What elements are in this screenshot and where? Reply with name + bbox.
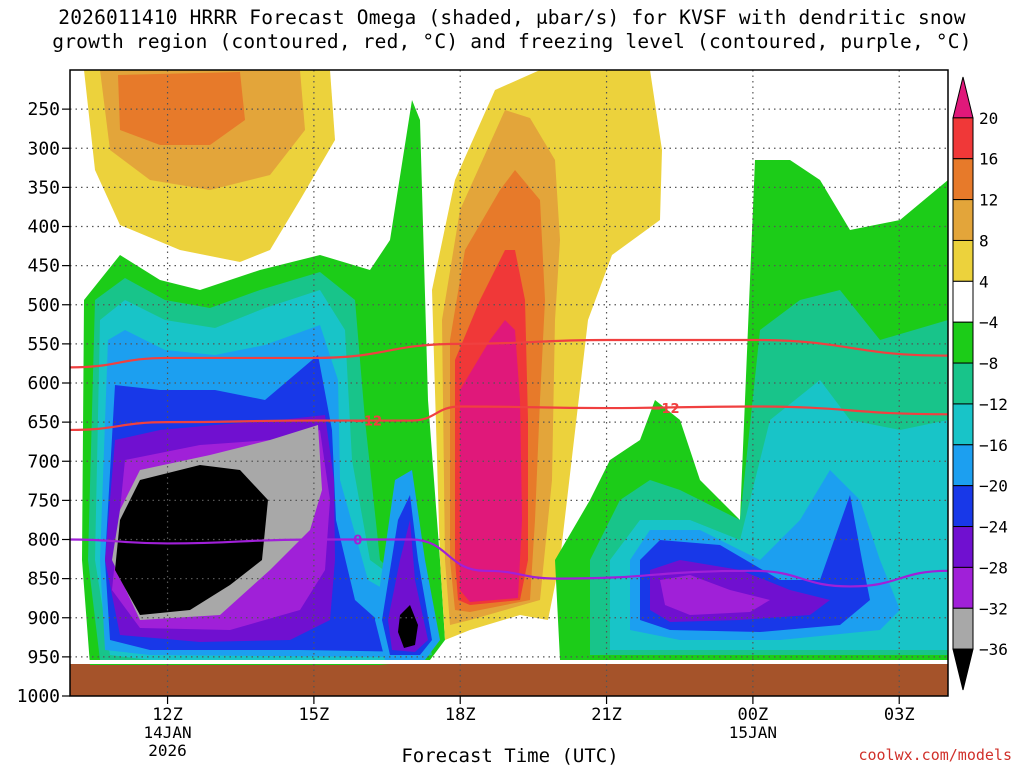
x-tick-label: 12Z [152, 705, 183, 725]
colorbar-swatch [952, 280, 974, 323]
colorbar-label: 8 [979, 231, 989, 250]
colorbar-swatch [952, 526, 974, 568]
y-tick-label: 250 [27, 99, 60, 120]
y-tick-label: 350 [27, 177, 60, 198]
y-tick-label: 750 [27, 490, 60, 511]
colorbar-swatch [952, 117, 974, 160]
contour-label: −12 [651, 402, 680, 417]
title-line-2: growth region (contoured, red, °C) and f… [52, 30, 972, 53]
y-tick-label: 700 [27, 451, 60, 472]
y-tick-label: 900 [27, 608, 60, 629]
near-surface-neutral [70, 650, 948, 664]
colorbar-swatch [952, 485, 974, 528]
y-tick-label: 300 [27, 138, 60, 159]
x-tick-sublabel: 2026 [148, 741, 187, 760]
y-tick-label: 550 [27, 334, 60, 355]
negative-cell-17z-28 [388, 520, 428, 652]
colorbar-label: −20 [979, 477, 1008, 496]
positive-column-20 [460, 320, 522, 602]
colorbar-swatch [952, 199, 974, 241]
colorbar-label: −12 [979, 395, 1008, 414]
colorbar-cap-top [952, 76, 974, 119]
credit-text: coolwx.com/models [858, 746, 1012, 764]
y-tick-label: 450 [27, 256, 60, 277]
y-tick-label: 600 [27, 373, 60, 394]
contour-label: 0 [353, 534, 362, 549]
contours [70, 338, 948, 588]
negative-cell-17z-core [398, 605, 418, 648]
contour-line [70, 338, 948, 369]
x-tick-sublabel: 15JAN [729, 723, 777, 742]
contour-labels: −12 −12 0 [353, 402, 680, 549]
y-tick-label: 850 [27, 569, 60, 590]
colorbar-label: 16 [979, 150, 998, 169]
x-tick-label: 18Z [445, 705, 476, 725]
colorbar-label: 20 [979, 109, 998, 128]
colorbar-label: −16 [979, 436, 1008, 455]
colorbar-swatch [952, 607, 974, 650]
x-tick-label: 00Z [738, 705, 769, 725]
colorbar-label: −4 [979, 313, 998, 332]
grid-lines [70, 70, 948, 696]
colorbar-swatch [952, 239, 974, 282]
colorbar-label: −36 [979, 640, 1008, 659]
positive-region-upper-left-12 [118, 72, 245, 145]
y-tick-label: 500 [27, 295, 60, 316]
colorbar-cap-bottom [952, 648, 974, 691]
colorbar-label: −32 [979, 599, 1008, 618]
y-axis: 250 300 350 400 450 500 550 600 650 700 750 800 850 9… [17, 99, 70, 707]
y-tick-label: 650 [27, 412, 60, 433]
negative-region-right-32 [660, 575, 770, 615]
y-tick-label: 800 [27, 530, 60, 551]
chart-title: 2026011410 HRRR Forecast Omega (shaded, … [0, 6, 1024, 54]
colorbar-label: −8 [979, 354, 998, 373]
colorbar-label: 4 [979, 272, 989, 291]
colorbar-swatch [952, 566, 974, 609]
x-tick-label: 21Z [591, 705, 622, 725]
y-tick-label: 1000 [17, 686, 60, 707]
colorbar-swatch [952, 362, 974, 405]
colorbar: 20 16 12 8 4 −4 −8 −12 −16 −20 −24 −28 −32 −36 [952, 76, 1008, 691]
x-axis-label: Forecast Time (UTC) [401, 745, 619, 767]
colorbar-swatch [952, 444, 974, 487]
colorbar-label: −24 [979, 518, 1008, 537]
contour-line [70, 405, 948, 432]
omega-shading [70, 70, 948, 696]
y-tick-label: 950 [27, 647, 60, 668]
x-tick-label: 03Z [884, 705, 915, 725]
terrain-band [70, 664, 948, 696]
colorbar-swatch [952, 321, 974, 364]
colorbar-label: 12 [979, 191, 998, 210]
colorbar-label: −28 [979, 558, 1008, 577]
y-tick-label: 400 [27, 217, 60, 238]
x-tick-label: 15Z [299, 705, 330, 725]
contour-line [70, 538, 948, 588]
x-tick-sublabel: 14JAN [143, 723, 191, 742]
colorbar-swatch [952, 403, 974, 446]
colorbar-swatch [952, 158, 974, 201]
title-line-1: 2026011410 HRRR Forecast Omega (shaded, … [58, 6, 966, 29]
contour-label: −12 [353, 415, 382, 430]
